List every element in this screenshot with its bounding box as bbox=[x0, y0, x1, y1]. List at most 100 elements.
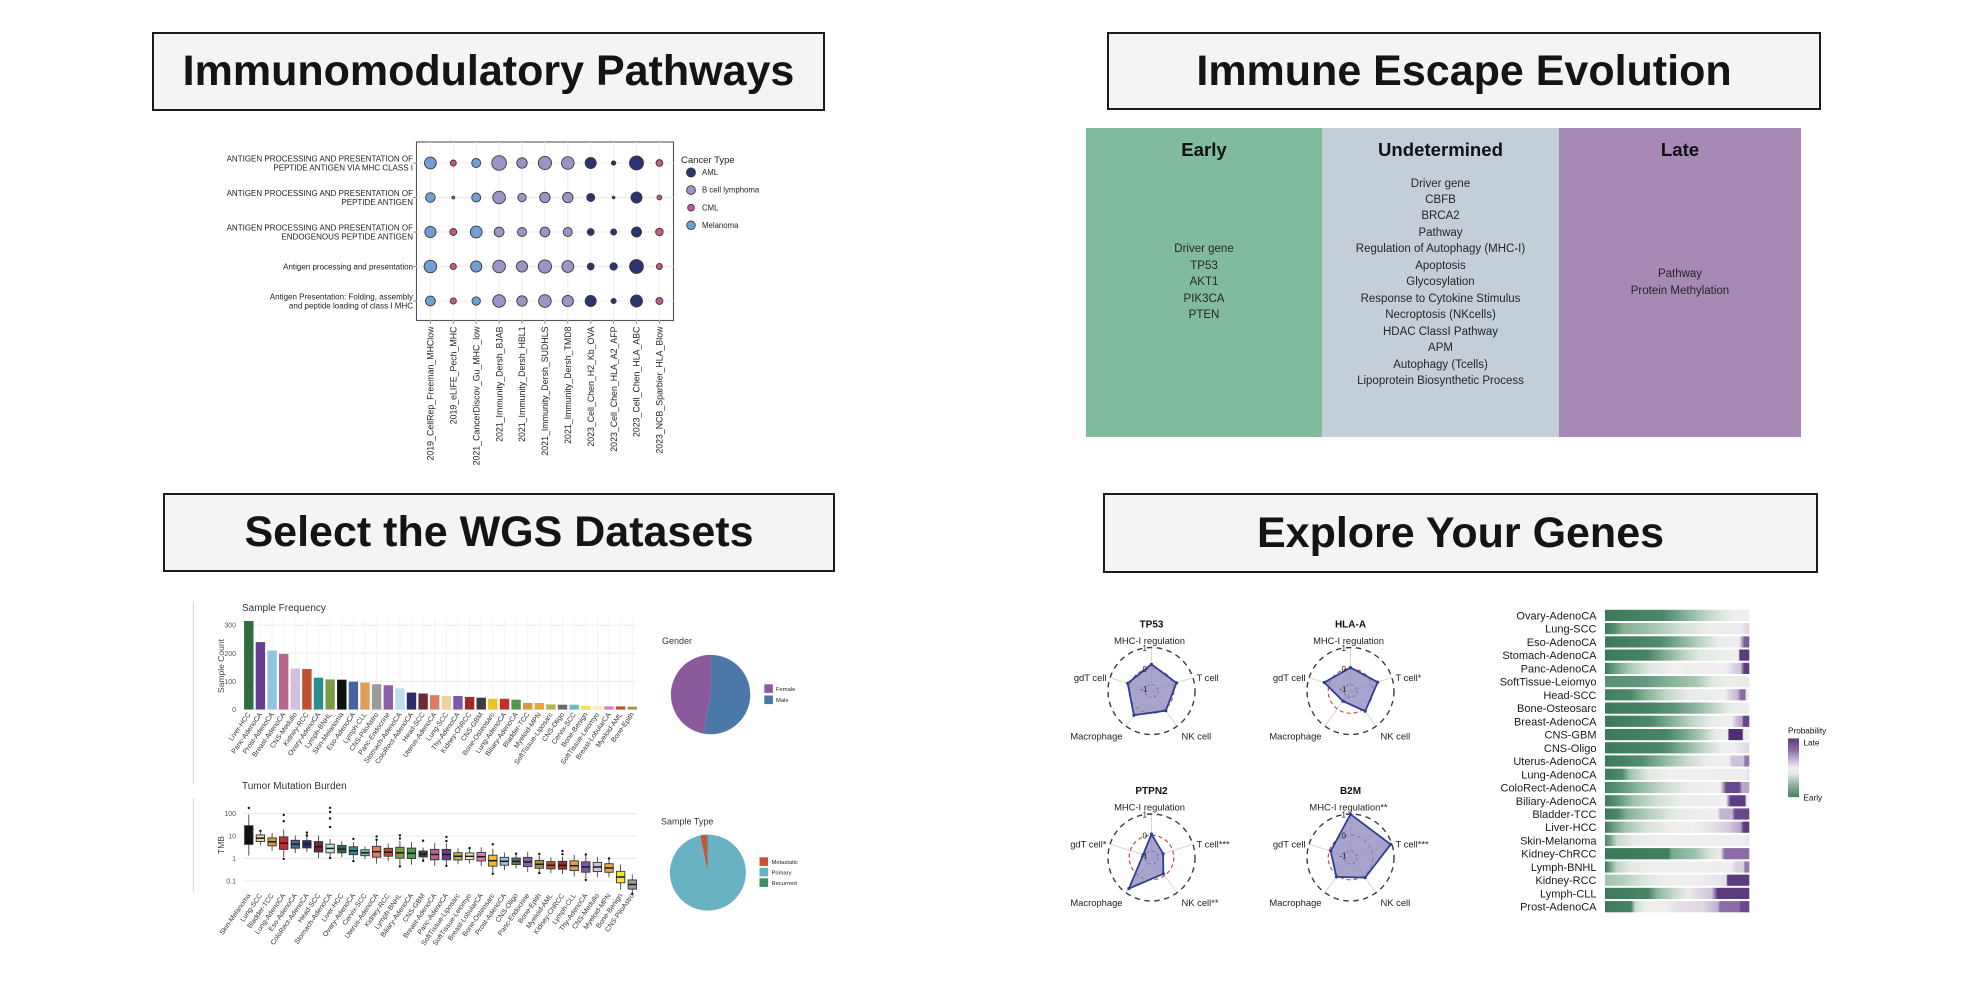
svg-text:Antigen Presentation: Folding,: Antigen Presentation: Folding, assembly bbox=[270, 293, 413, 302]
svg-text:ColoRect-AdenoCA: ColoRect-AdenoCA bbox=[1501, 783, 1598, 795]
svg-text:Prost-AdenoCA: Prost-AdenoCA bbox=[1520, 902, 1597, 914]
svg-text:NK cell**: NK cell** bbox=[1182, 897, 1219, 908]
svg-text:Male: Male bbox=[776, 698, 789, 704]
svg-text:NK cell: NK cell bbox=[1381, 731, 1411, 742]
svg-text:1: 1 bbox=[1342, 811, 1347, 820]
svg-text:Head-SCC: Head-SCC bbox=[1543, 690, 1596, 702]
svg-text:ANTIGEN PROCESSING AND PRESENT: ANTIGEN PROCESSING AND PRESENTATION OF bbox=[227, 189, 414, 198]
svg-text:Primary: Primary bbox=[772, 870, 792, 876]
svg-text:0: 0 bbox=[1143, 665, 1148, 674]
svg-text:ENDOGENOUS PEPTIDE ANTIGEN: ENDOGENOUS PEPTIDE ANTIGEN bbox=[281, 233, 413, 242]
svg-text:and peptide loading of class I: and peptide loading of class I MHC bbox=[289, 302, 413, 311]
svg-text:gdT cell: gdT cell bbox=[1273, 839, 1306, 850]
svg-text:B cell lymphoma: B cell lymphoma bbox=[702, 186, 760, 195]
svg-text:T cell***: T cell*** bbox=[1396, 839, 1430, 850]
svg-text:Ovary-AdenoCA: Ovary-AdenoCA bbox=[1516, 610, 1597, 622]
svg-text:Lymph-BNHL: Lymph-BNHL bbox=[1531, 862, 1597, 874]
svg-text:Tumor Mutation Burden: Tumor Mutation Burden bbox=[242, 781, 347, 792]
svg-text:NK cell: NK cell bbox=[1182, 731, 1212, 742]
svg-text:Metastatic: Metastatic bbox=[772, 860, 799, 866]
svg-text:AML: AML bbox=[702, 168, 719, 177]
svg-text:Skin-Melanoma: Skin-Melanoma bbox=[1520, 836, 1597, 848]
svg-text:CML: CML bbox=[702, 203, 719, 212]
svg-text:Probability: Probability bbox=[1788, 727, 1827, 736]
svg-text:2023_Cell_Chen_HLA_ABC: 2023_Cell_Chen_HLA_ABC bbox=[632, 326, 642, 437]
svg-text:Macrophage: Macrophage bbox=[1070, 897, 1122, 908]
svg-text:0: 0 bbox=[1143, 832, 1148, 841]
svg-text:2021_Immunity_Dersh_HBL1: 2021_Immunity_Dersh_HBL1 bbox=[517, 326, 527, 442]
svg-text:Biliary-AdenoCA: Biliary-AdenoCA bbox=[1516, 796, 1597, 808]
svg-text:CNS-GBM: CNS-GBM bbox=[1545, 730, 1597, 742]
svg-text:Eso-AdenoCA: Eso-AdenoCA bbox=[1527, 637, 1597, 649]
svg-text:Melanoma: Melanoma bbox=[702, 221, 739, 230]
svg-text:MHC-I regulation: MHC-I regulation bbox=[1313, 635, 1384, 646]
svg-text:100: 100 bbox=[224, 811, 236, 818]
svg-text:NK cell: NK cell bbox=[1381, 897, 1411, 908]
svg-text:2023_Cell_Chen_HLA_A2_AFP: 2023_Cell_Chen_HLA_A2_AFP bbox=[609, 326, 619, 451]
svg-text:Kidney-RCC: Kidney-RCC bbox=[1535, 875, 1596, 887]
svg-text:gdT cell: gdT cell bbox=[1074, 672, 1107, 683]
svg-text:100: 100 bbox=[224, 679, 236, 686]
svg-text:Liver-HCC: Liver-HCC bbox=[1545, 822, 1596, 834]
svg-text:gdT cell*: gdT cell* bbox=[1070, 839, 1107, 850]
svg-text:-1: -1 bbox=[1140, 852, 1148, 861]
svg-text:Panc-AdenoCA: Panc-AdenoCA bbox=[1521, 663, 1597, 675]
svg-text:PEPTIDE ANTIGEN: PEPTIDE ANTIGEN bbox=[341, 198, 413, 207]
svg-text:200: 200 bbox=[224, 651, 236, 658]
svg-text:1: 1 bbox=[1342, 644, 1347, 653]
svg-text:300: 300 bbox=[224, 623, 236, 630]
svg-text:Stomach-AdenoCA: Stomach-AdenoCA bbox=[1502, 650, 1597, 662]
svg-text:0: 0 bbox=[1342, 665, 1347, 674]
svg-text:Sample Frequency: Sample Frequency bbox=[242, 603, 326, 614]
svg-text:PEPTIDE ANTIGEN VIA MHC CLASS: PEPTIDE ANTIGEN VIA MHC CLASS I bbox=[273, 164, 413, 173]
svg-text:0: 0 bbox=[232, 707, 236, 714]
svg-text:Antigen processing and present: Antigen processing and presentation bbox=[283, 263, 413, 272]
svg-text:-1: -1 bbox=[1339, 685, 1347, 694]
svg-text:Macrophage: Macrophage bbox=[1070, 731, 1122, 742]
svg-text:B2M: B2M bbox=[1340, 786, 1361, 797]
svg-text:Cancer Type: Cancer Type bbox=[681, 155, 735, 166]
svg-text:Bone-Osteosarc: Bone-Osteosarc bbox=[1517, 703, 1597, 715]
svg-text:Lung-SCC: Lung-SCC bbox=[1545, 624, 1596, 636]
svg-text:2019_eLIFE_Pech_MHC: 2019_eLIFE_Pech_MHC bbox=[449, 326, 459, 424]
svg-text:Macrophage: Macrophage bbox=[1269, 731, 1321, 742]
svg-text:MHC-I regulation**: MHC-I regulation** bbox=[1309, 802, 1388, 813]
svg-text:2021_Immunity_Dersh_TMD8: 2021_Immunity_Dersh_TMD8 bbox=[563, 326, 573, 443]
svg-text:1: 1 bbox=[1143, 644, 1148, 653]
svg-text:TP53: TP53 bbox=[1140, 620, 1164, 631]
svg-text:2021_CancerDiscov_Gu_MHC_low: 2021_CancerDiscov_Gu_MHC_low bbox=[471, 326, 481, 466]
svg-text:2023_Cell_Chen_H2_Kb_OVA: 2023_Cell_Chen_H2_Kb_OVA bbox=[586, 326, 596, 446]
svg-text:Recurrent: Recurrent bbox=[772, 881, 798, 887]
svg-text:TMB: TMB bbox=[216, 836, 226, 854]
svg-text:Sample Count: Sample Count bbox=[216, 638, 226, 693]
svg-text:Uterus-AdenoCA: Uterus-AdenoCA bbox=[1513, 756, 1597, 768]
svg-text:Breast-AdenoCA: Breast-AdenoCA bbox=[1514, 716, 1597, 728]
svg-text:1: 1 bbox=[1143, 811, 1148, 820]
svg-text:Female: Female bbox=[776, 687, 795, 693]
svg-text:Bladder-TCC: Bladder-TCC bbox=[1532, 809, 1596, 821]
svg-text:HLA-A: HLA-A bbox=[1335, 620, 1366, 631]
svg-text:Kidney-ChRCC: Kidney-ChRCC bbox=[1521, 849, 1596, 861]
svg-text:2023_NCB_Sparbier_HLA_Blow: 2023_NCB_Sparbier_HLA_Blow bbox=[655, 326, 665, 454]
svg-text:CNS-Oligo: CNS-Oligo bbox=[1544, 743, 1597, 755]
svg-text:ANTIGEN PROCESSING AND PRESENT: ANTIGEN PROCESSING AND PRESENTATION OF bbox=[227, 224, 414, 233]
svg-text:T cell: T cell bbox=[1197, 672, 1219, 683]
svg-text:0: 0 bbox=[1342, 832, 1347, 841]
svg-text:-1: -1 bbox=[1140, 685, 1148, 694]
svg-text:PTPN2: PTPN2 bbox=[1135, 786, 1168, 797]
svg-text:T cell*: T cell* bbox=[1396, 672, 1422, 683]
svg-text:ANTIGEN PROCESSING AND PRESENT: ANTIGEN PROCESSING AND PRESENTATION OF bbox=[227, 155, 414, 164]
svg-text:MHC-I regulation: MHC-I regulation bbox=[1114, 802, 1185, 813]
svg-text:Lymph-CLL: Lymph-CLL bbox=[1540, 888, 1596, 900]
svg-text:Macrophage: Macrophage bbox=[1269, 897, 1321, 908]
svg-text:Lung-AdenoCA: Lung-AdenoCA bbox=[1521, 769, 1597, 781]
svg-text:2019_CellRep_Freeman_MHClow: 2019_CellRep_Freeman_MHClow bbox=[426, 326, 436, 461]
svg-text:0.1: 0.1 bbox=[226, 879, 236, 886]
svg-text:SoftTissue-Leiomyo: SoftTissue-Leiomyo bbox=[1500, 677, 1597, 689]
svg-text:Early: Early bbox=[1804, 794, 1824, 803]
svg-text:10: 10 bbox=[228, 834, 236, 841]
svg-text:1: 1 bbox=[232, 856, 236, 863]
svg-text:MHC-I regulation: MHC-I regulation bbox=[1114, 635, 1185, 646]
svg-text:-1: -1 bbox=[1339, 852, 1347, 861]
svg-text:Late: Late bbox=[1804, 739, 1820, 748]
